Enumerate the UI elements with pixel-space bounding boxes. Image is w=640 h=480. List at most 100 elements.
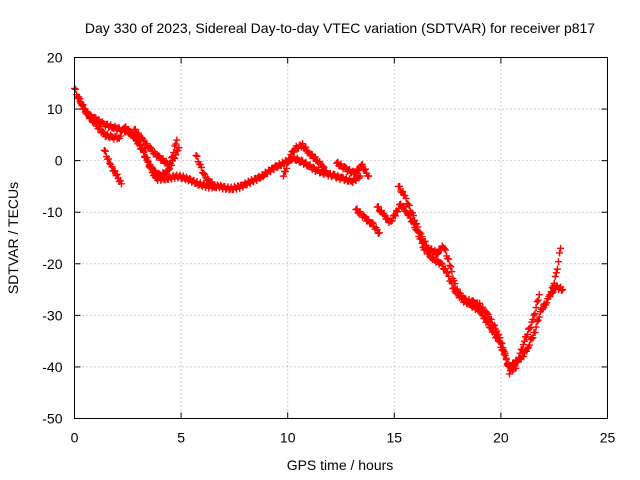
series-p817-i: [352, 205, 383, 237]
y-tick-label: -10: [42, 204, 62, 220]
data-point: [279, 172, 287, 180]
data-point: [405, 201, 413, 209]
data-point: [192, 151, 200, 159]
data-point: [122, 123, 130, 131]
data-point: [503, 361, 511, 369]
data-point: [553, 265, 561, 273]
data-point: [448, 268, 456, 276]
data-point: [79, 101, 87, 109]
data-point: [476, 299, 484, 307]
data-point: [302, 158, 310, 166]
data-point: [91, 117, 99, 125]
data-point: [171, 154, 179, 162]
data-point: [365, 172, 373, 180]
data-points: [71, 84, 567, 378]
data-point: [201, 170, 209, 178]
data-point: [548, 289, 556, 297]
axis-ticks: [74, 57, 608, 419]
x-tick-label: 20: [493, 430, 509, 446]
data-point: [147, 145, 155, 153]
data-point: [236, 184, 244, 192]
data-point: [487, 315, 495, 323]
data-point: [396, 182, 404, 190]
data-point: [399, 188, 407, 196]
data-point: [512, 364, 520, 372]
tick-labels: 0 5 10 15 20 25 -50 -40 -30 -20 -10 0 10 20: [42, 50, 615, 446]
series-p817-e: [192, 151, 219, 191]
data-point: [532, 304, 540, 312]
plot-frame: [74, 57, 608, 419]
data-point: [391, 212, 399, 220]
data-point: [558, 286, 566, 294]
data-point: [483, 309, 491, 317]
data-point: [445, 272, 453, 280]
data-point: [404, 200, 412, 208]
data-point: [113, 170, 121, 178]
data-point: [117, 180, 125, 188]
data-point: [299, 140, 307, 148]
data-point: [554, 258, 562, 266]
data-point: [161, 171, 169, 179]
data-point: [92, 119, 100, 127]
data-point: [501, 349, 509, 357]
data-point: [527, 323, 535, 331]
data-point: [88, 114, 96, 122]
data-point: [193, 152, 201, 160]
x-tick-label: 10: [280, 430, 296, 446]
data-point: [143, 140, 151, 148]
data-point: [520, 337, 528, 345]
x-tick-label: 25: [600, 430, 616, 446]
data-point: [533, 298, 541, 306]
data-point: [518, 345, 526, 353]
data-point: [399, 202, 407, 210]
data-point: [388, 217, 396, 225]
data-point: [437, 259, 445, 267]
data-point: [208, 178, 216, 186]
data-point: [286, 156, 294, 164]
data-point: [172, 140, 180, 148]
data-point: [100, 146, 108, 154]
data-point: [444, 269, 452, 277]
data-point: [108, 163, 116, 171]
data-point: [551, 273, 559, 281]
data-point: [199, 169, 207, 177]
data-point: [358, 160, 366, 168]
data-point: [535, 291, 543, 299]
data-point: [155, 152, 163, 160]
data-point: [433, 250, 441, 258]
data-point: [320, 163, 328, 171]
data-point: [440, 245, 448, 253]
x-axis-label: GPS time / hours: [287, 457, 394, 473]
data-point: [519, 353, 527, 361]
series-p817-f: [279, 140, 330, 180]
data-point: [447, 263, 455, 271]
data-point: [199, 180, 207, 188]
data-point: [368, 218, 376, 226]
data-point: [175, 144, 183, 152]
data-point: [197, 164, 205, 172]
x-tick-label: 5: [177, 430, 185, 446]
data-point: [524, 331, 532, 339]
data-point: [283, 164, 291, 172]
y-tick-label: -20: [42, 256, 62, 272]
data-point: [319, 162, 327, 170]
data-point: [116, 177, 124, 185]
series-p817-l: [546, 282, 567, 299]
data-point: [534, 316, 542, 324]
data-point: [259, 173, 267, 181]
y-tick-label: 10: [47, 101, 63, 117]
data-point: [530, 311, 538, 319]
data-point: [556, 249, 564, 257]
data-point: [105, 155, 113, 163]
data-point: [143, 154, 151, 162]
data-point: [302, 143, 310, 151]
data-point: [526, 341, 534, 349]
series-p817-b: [75, 95, 181, 180]
series-p817-g: [333, 158, 373, 180]
data-point: [355, 167, 363, 175]
data-point: [360, 212, 368, 220]
data-point: [484, 310, 492, 318]
data-point: [390, 211, 398, 219]
data-point: [374, 203, 382, 211]
data-point: [499, 344, 507, 352]
